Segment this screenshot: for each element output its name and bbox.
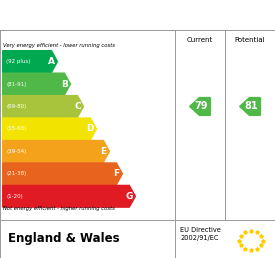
Polygon shape <box>3 141 109 162</box>
Polygon shape <box>3 73 70 95</box>
Text: 79: 79 <box>194 101 208 111</box>
Polygon shape <box>240 98 260 115</box>
Text: (69-80): (69-80) <box>6 104 26 109</box>
Polygon shape <box>3 96 83 117</box>
Text: England & Wales: England & Wales <box>8 232 120 245</box>
Text: (81-91): (81-91) <box>6 82 26 86</box>
Text: (39-54): (39-54) <box>6 149 26 154</box>
Text: Potential: Potential <box>235 37 265 43</box>
Text: (92 plus): (92 plus) <box>6 59 31 64</box>
Polygon shape <box>190 98 210 115</box>
Text: F: F <box>114 169 120 178</box>
Polygon shape <box>3 118 97 140</box>
Polygon shape <box>3 186 135 207</box>
Text: B: B <box>61 79 68 88</box>
Text: (21-38): (21-38) <box>6 171 26 176</box>
Text: 81: 81 <box>244 101 258 111</box>
Polygon shape <box>3 51 57 72</box>
Text: Very energy efficient - lower running costs: Very energy efficient - lower running co… <box>3 43 115 48</box>
Text: EU Directive
2002/91/EC: EU Directive 2002/91/EC <box>180 227 221 241</box>
Text: Current: Current <box>187 37 213 43</box>
Text: (1-20): (1-20) <box>6 194 23 199</box>
Text: Not energy efficient - higher running costs: Not energy efficient - higher running co… <box>3 206 115 211</box>
Text: G: G <box>125 192 133 201</box>
Text: A: A <box>48 57 55 66</box>
Text: C: C <box>74 102 81 111</box>
Text: Energy Efficiency Rating: Energy Efficiency Rating <box>8 9 192 22</box>
Text: D: D <box>86 124 94 133</box>
Text: (55-68): (55-68) <box>6 126 26 131</box>
Text: E: E <box>101 147 107 156</box>
Polygon shape <box>3 163 122 185</box>
